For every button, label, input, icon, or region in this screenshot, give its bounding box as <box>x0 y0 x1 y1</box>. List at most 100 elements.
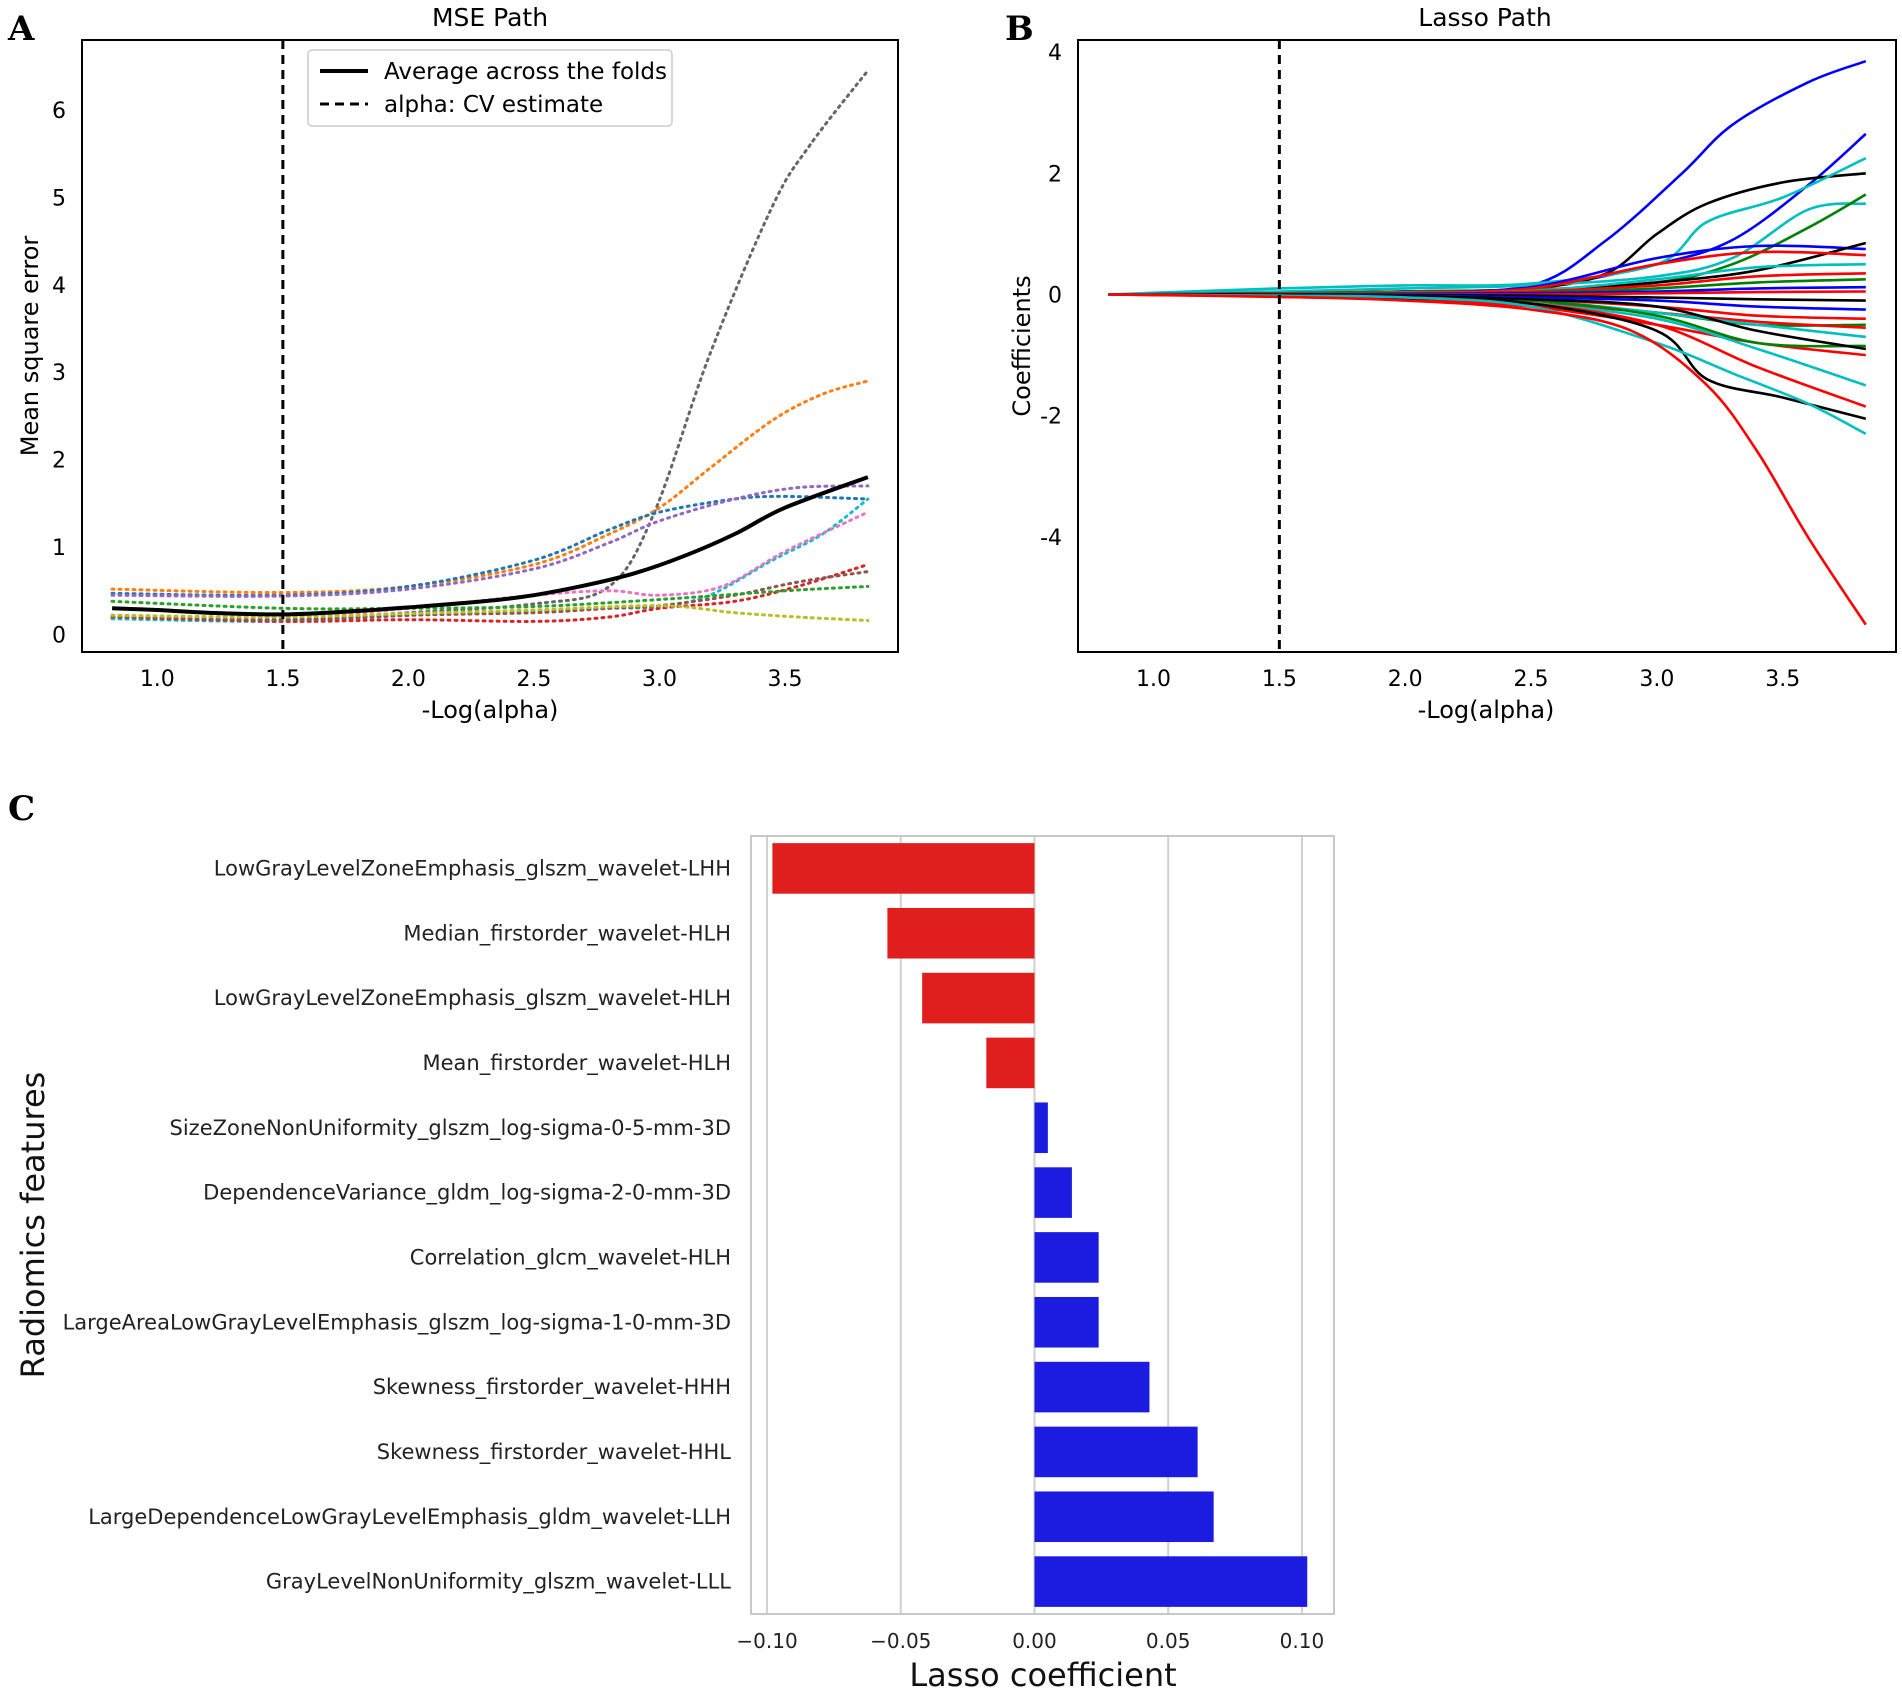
y-tick-label: 0 <box>52 624 66 649</box>
category-label: LargeAreaLowGrayLevelEmphasis_glszm_log-… <box>63 1310 731 1335</box>
panel-b-x-label: -Log(alpha) <box>1418 696 1555 724</box>
panel-b-y-ticks: 4 2 0 -2 -4 <box>1040 41 1062 551</box>
x-tick-label: −0.05 <box>870 1629 931 1653</box>
bar-7 <box>1034 1232 1099 1283</box>
panel-a-plot-area <box>110 40 870 652</box>
category-label: SizeZoneNonUniformity_glszm_log-sigma-0-… <box>170 1116 732 1141</box>
fold-8-line <box>110 570 870 623</box>
panel-a-x-ticks: 1.0 1.5 2.0 2.5 3.0 3.5 <box>140 667 803 692</box>
legend-label-average: Average across the folds <box>384 59 667 85</box>
panel-c-category-labels: LowGrayLevelZoneEmphasis_glszm_wavelet-L… <box>63 856 732 1594</box>
fold-3-line <box>110 494 870 597</box>
panel-c-x-label: Lasso coefficient <box>909 1656 1176 1691</box>
fold-2-line <box>110 379 870 595</box>
x-tick-label: 2.5 <box>516 667 551 692</box>
panel-b-frame <box>1077 39 1897 653</box>
average-mse-line <box>112 475 869 617</box>
coef-path-24 <box>1108 293 1867 387</box>
x-tick-label: 1.5 <box>1262 667 1297 692</box>
x-tick-label: 0.05 <box>1146 1629 1191 1653</box>
y-tick-label: 1 <box>52 536 66 561</box>
category-label: LowGrayLevelZoneEmphasis_glszm_wavelet-H… <box>214 986 731 1011</box>
panel-a: A MSE Path 1.0 1.5 2.0 2.5 3.0 3.5 0 1 2 3 4 5 6 -L… <box>7 3 899 724</box>
category-label: Correlation_glcm_wavelet-HLH <box>410 1245 731 1270</box>
panel-c-bars <box>772 843 1308 1607</box>
x-tick-label: 3.5 <box>768 667 803 692</box>
y-tick-label: 5 <box>52 186 66 211</box>
x-tick-label: 2.5 <box>1514 667 1549 692</box>
fold-5-line <box>110 497 870 623</box>
bar-2 <box>887 907 1035 959</box>
panel-letter-b: B <box>1005 9 1034 49</box>
x-tick-label: 3.0 <box>1639 667 1674 692</box>
panel-b-y-label: Coefficients <box>1008 275 1036 416</box>
y-tick-label: 4 <box>52 274 66 299</box>
y-tick-label: -2 <box>1040 405 1062 430</box>
fold-1-line <box>110 69 870 622</box>
y-tick-label: 2 <box>52 449 66 474</box>
fold-4-line <box>110 484 870 598</box>
panel-letter-a: A <box>7 9 35 49</box>
x-tick-label: 0.00 <box>1012 1629 1057 1653</box>
category-label: Skewness_firstorder_wavelet-HHH <box>373 1375 731 1400</box>
category-label: LargeDependenceLowGrayLevelEmphasis_gldm… <box>88 1505 731 1530</box>
bar-9 <box>1034 1361 1150 1413</box>
x-tick-label: 1.0 <box>140 667 175 692</box>
panel-a-y-label: Mean square error <box>16 236 44 457</box>
bar-1 <box>772 843 1035 894</box>
panel-a-y-ticks: 0 1 2 3 4 5 6 <box>52 99 66 649</box>
panel-b: B Lasso Path 1.0 1.5 2.0 2.5 3.0 3.5 420-2-4 … <box>1005 3 1897 724</box>
bar-11 <box>1034 1491 1214 1543</box>
legend-label-cv-estimate: alpha: CV estimate <box>384 92 603 118</box>
panel-c-frame <box>750 835 1335 1615</box>
x-tick-label: 1.5 <box>265 667 300 692</box>
bar-3 <box>922 972 1035 1024</box>
coef-path-25 <box>1108 293 1867 408</box>
category-label: DependenceVariance_gldm_log-sigma-2-0-mm… <box>203 1181 731 1206</box>
x-tick-label: 2.0 <box>391 667 426 692</box>
coef-path-4 <box>1108 157 1867 296</box>
y-tick-label: 6 <box>52 99 66 124</box>
fold-9-line <box>110 584 870 611</box>
panel-a-title: MSE Path <box>432 3 548 32</box>
category-label: Median_firstorder_wavelet-HLH <box>403 921 731 946</box>
bar-5 <box>1034 1102 1048 1154</box>
category-label: GrayLevelNonUniformity_glszm_wavelet-LLL <box>266 1570 731 1595</box>
y-tick-label: 0 <box>1048 283 1062 308</box>
panel-c-x-ticks: −0.10 −0.05 0.00 0.05 0.10 <box>736 1629 1324 1653</box>
bar-12 <box>1034 1556 1308 1607</box>
panel-b-plot-area <box>1108 40 1867 652</box>
coef-path-28 <box>1108 293 1867 626</box>
panel-a-legend: Average across the folds alpha: CV estim… <box>307 49 673 127</box>
coef-path-6 <box>1108 193 1867 296</box>
category-label: Skewness_firstorder_wavelet-HHL <box>377 1440 732 1465</box>
panel-a-frame <box>81 39 899 653</box>
category-label: LowGrayLevelZoneEmphasis_glszm_wavelet-L… <box>214 856 731 881</box>
legend-box <box>307 49 673 127</box>
panel-c-grid <box>766 836 1303 1614</box>
panel-c-y-label: Radiomics features <box>14 1072 52 1379</box>
y-tick-label: 2 <box>1048 162 1062 187</box>
x-tick-label: 0.10 <box>1280 1629 1325 1653</box>
x-tick-label: 3.5 <box>1765 667 1800 692</box>
y-tick-label: 3 <box>52 361 66 386</box>
bar-4 <box>986 1037 1035 1089</box>
x-tick-label: 2.0 <box>1388 667 1423 692</box>
x-tick-label: 1.0 <box>1136 667 1171 692</box>
panel-b-x-ticks: 1.0 1.5 2.0 2.5 3.0 3.5 <box>1136 667 1800 692</box>
bar-6 <box>1034 1167 1072 1218</box>
category-label: Mean_firstorder_wavelet-HLH <box>423 1051 732 1076</box>
bar-8 <box>1034 1296 1099 1348</box>
x-tick-label: −0.10 <box>736 1629 797 1653</box>
bar-10 <box>1034 1426 1198 1478</box>
y-tick-label: 4 <box>1048 41 1062 66</box>
coef-path-1 <box>1108 59 1867 296</box>
panel-c: C LowGrayLevelZoneEmphasis_glszm_wavelet… <box>8 789 1335 1691</box>
panel-letter-c: C <box>8 789 35 829</box>
panel-b-title: Lasso Path <box>1418 3 1551 32</box>
y-tick-label: -4 <box>1040 526 1062 551</box>
coef-path-26 <box>1108 293 1867 420</box>
x-tick-label: 3.0 <box>642 667 677 692</box>
panel-a-x-label: -Log(alpha) <box>422 696 559 724</box>
